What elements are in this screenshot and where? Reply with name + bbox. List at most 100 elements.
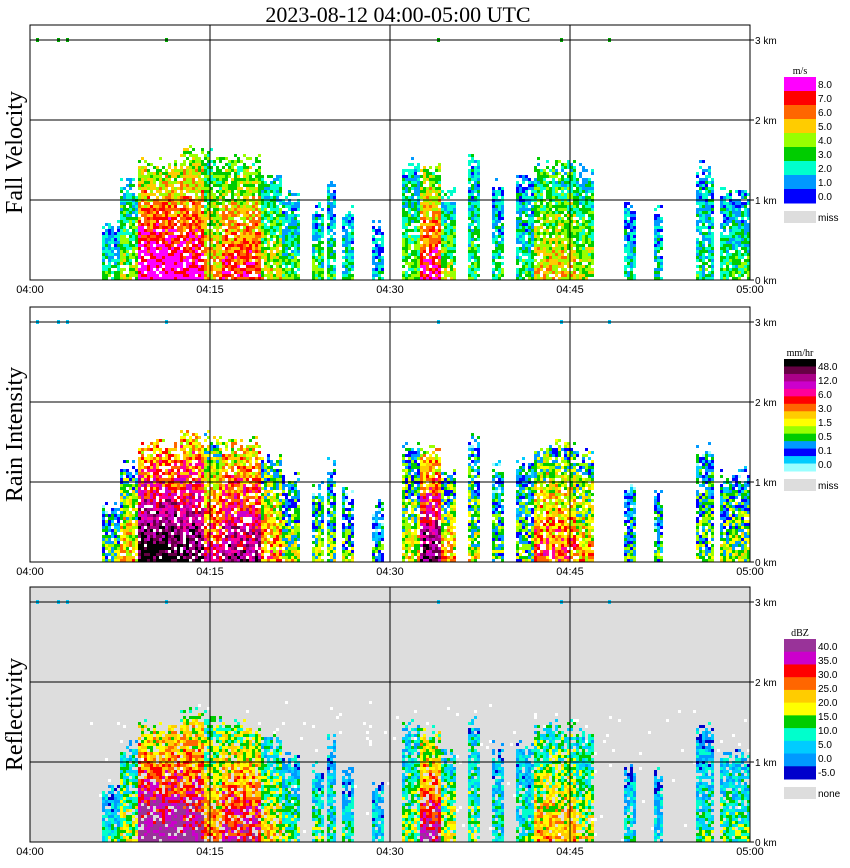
- heatmap-pixel: [228, 169, 231, 172]
- heatmap-pixel: [549, 238, 552, 241]
- heatmap-pixel: [312, 214, 315, 217]
- heatmap-pixel: [222, 259, 225, 262]
- heatmap-pixel: [231, 214, 234, 217]
- heatmap-pixel: [312, 277, 315, 280]
- heatmap-pixel: [192, 214, 195, 217]
- heatmap-pixel: [447, 256, 450, 259]
- heatmap-pixel: [402, 253, 405, 256]
- heatmap-pixel: [120, 529, 123, 532]
- heatmap-pixel: [327, 205, 330, 208]
- heatmap-pixel: [213, 253, 216, 256]
- heatmap-pixel: [702, 277, 705, 280]
- heatmap-pixel: [402, 205, 405, 208]
- heatmap-pixel: [726, 214, 729, 217]
- heatmap-pixel: [375, 271, 378, 274]
- heatmap-pixel: [696, 172, 699, 175]
- heatmap-pixel: [423, 166, 426, 169]
- heatmap-pixel: [516, 193, 519, 196]
- heatmap-pixel: [744, 262, 747, 265]
- heatmap-pixel: [699, 208, 702, 211]
- heatmap-pixel: [114, 556, 117, 559]
- heatmap-pixel: [138, 544, 141, 547]
- heatmap-pixel: [225, 214, 228, 217]
- heatmap-pixel: [624, 271, 627, 274]
- heatmap-pixel: [516, 253, 519, 256]
- heatmap-pixel: [528, 235, 531, 238]
- heatmap-pixel: [270, 181, 273, 184]
- heatmap-pixel: [345, 214, 348, 217]
- heatmap-pixel: [744, 226, 747, 229]
- heatmap-pixel: [498, 274, 501, 277]
- heatmap-pixel: [540, 241, 543, 244]
- heatmap-pixel: [585, 169, 588, 172]
- heatmap-pixel: [696, 181, 699, 184]
- heatmap-pixel: [738, 265, 741, 268]
- heatmap-pixel: [471, 235, 474, 238]
- heatmap-pixel: [204, 154, 207, 157]
- heatmap-pixel: [732, 223, 735, 226]
- heatmap-pixel: [267, 190, 270, 193]
- heatmap-pixel: [471, 268, 474, 271]
- heatmap-pixel: [660, 217, 663, 220]
- heatmap-pixel: [174, 256, 177, 259]
- heatmap-pixel: [195, 250, 198, 253]
- heatmap-pixel: [735, 190, 738, 193]
- heatmap-pixel: [528, 196, 531, 199]
- heatmap-pixel: [345, 217, 348, 220]
- heatmap-pixel: [435, 187, 438, 190]
- heatmap-pixel: [453, 262, 456, 265]
- heatmap-pixel: [558, 184, 561, 187]
- heatmap-pixel: [552, 223, 555, 226]
- heatmap-pixel: [135, 229, 138, 232]
- heatmap-pixel: [372, 235, 375, 238]
- heatmap-pixel: [561, 202, 564, 205]
- heatmap-pixel: [258, 235, 261, 238]
- heatmap-pixel: [744, 220, 747, 223]
- heatmap-pixel: [216, 235, 219, 238]
- heatmap-pixel: [624, 232, 627, 235]
- heatmap-pixel: [219, 271, 222, 274]
- heatmap-pixel: [279, 220, 282, 223]
- heatmap-pixel: [264, 274, 267, 277]
- heatmap-pixel: [186, 187, 189, 190]
- heatmap-pixel: [117, 247, 120, 250]
- heatmap-pixel: [213, 202, 216, 205]
- heatmap-pixel: [273, 253, 276, 256]
- heatmap-pixel: [111, 256, 114, 259]
- heatmap-pixel: [546, 172, 549, 175]
- heatmap-pixel: [135, 544, 138, 547]
- heatmap-pixel: [102, 250, 105, 253]
- heatmap-pixel: [624, 256, 627, 259]
- heatmap-pixel: [156, 226, 159, 229]
- heatmap-pixel: [552, 217, 555, 220]
- heatmap-pixel: [135, 478, 138, 481]
- heatmap-pixel: [210, 268, 213, 271]
- heatmap-pixel: [180, 262, 183, 265]
- heatmap-pixel: [624, 226, 627, 229]
- heatmap-pixel: [216, 175, 219, 178]
- heatmap-pixel: [438, 262, 441, 265]
- heatmap-pixel: [351, 238, 354, 241]
- heatmap-pixel: [195, 232, 198, 235]
- heatmap-pixel: [261, 190, 264, 193]
- heatmap-pixel: [474, 166, 477, 169]
- heatmap-pixel: [231, 241, 234, 244]
- heatmap-pixel: [156, 274, 159, 277]
- heatmap-pixel: [228, 256, 231, 259]
- heatmap-pixel: [408, 217, 411, 220]
- heatmap-pixel: [288, 208, 291, 211]
- heatmap-pixel: [246, 217, 249, 220]
- heatmap-pixel: [198, 223, 201, 226]
- heatmap-pixel: [207, 262, 210, 265]
- heatmap-pixel: [129, 262, 132, 265]
- heatmap-pixel: [228, 232, 231, 235]
- heatmap-pixel: [630, 238, 633, 241]
- heatmap-pixel: [264, 181, 267, 184]
- heatmap-pixel: [372, 274, 375, 277]
- heatmap-pixel: [567, 217, 570, 220]
- heatmap-pixel: [558, 244, 561, 247]
- heatmap-pixel: [450, 271, 453, 274]
- heatmap-pixel: [162, 253, 165, 256]
- heatmap-pixel: [438, 268, 441, 271]
- heatmap-pixel: [249, 193, 252, 196]
